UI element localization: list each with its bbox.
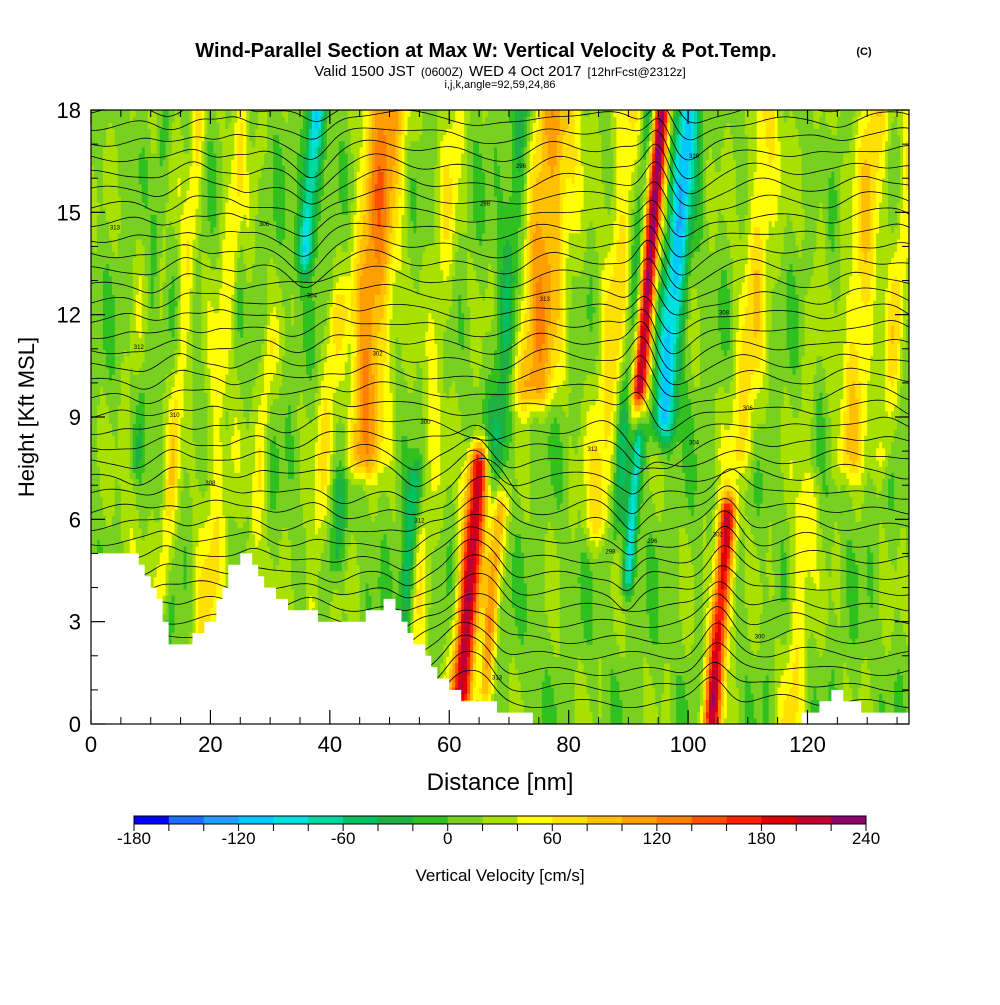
chart-subtitle: Valid 1500 JST (0600Z) WED 4 Oct 2017 [12hr… (314, 63, 685, 80)
copyright-mark: (C) (856, 46, 872, 58)
valid-utc: (0600Z) (421, 65, 463, 79)
chart-figure: Wind-Parallel Section at Max W: Vertical… (0, 0, 1000, 1000)
chart-svg: Wind-Parallel Section at Max W: Vertical… (0, 0, 1000, 1000)
forecast-label: [12hrFcst@2312z] (587, 65, 685, 79)
params-label: i,j,k,angle=92,59,24,86 (444, 79, 555, 91)
chart-title: Wind-Parallel Section at Max W: Vertical… (195, 40, 776, 62)
plot-area: 3133123103083063043023002982963133123103… (91, 85, 915, 725)
valid-prefix: Valid 1500 JST (314, 63, 415, 80)
valid-date: WED 4 Oct 2017 (469, 63, 582, 80)
